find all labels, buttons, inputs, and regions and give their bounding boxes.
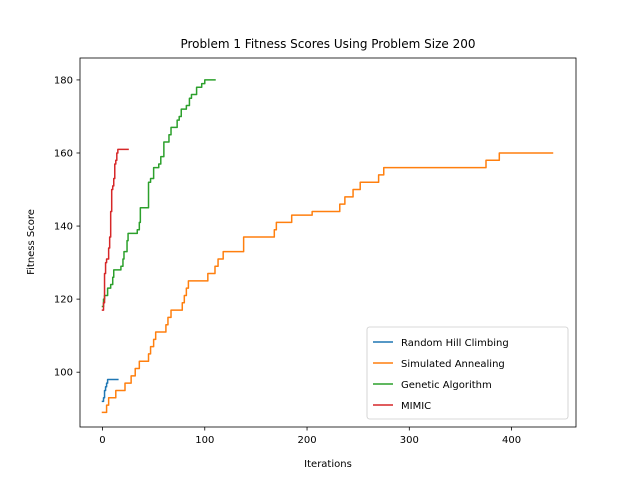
y-tick-label: 180 [54, 75, 73, 86]
legend-entry-label: Genetic Algorithm [401, 380, 492, 391]
y-tick-label: 120 [54, 295, 73, 306]
legend-entry-label: MIMIC [401, 401, 431, 412]
y-tick-label: 160 [54, 148, 73, 159]
x-axis: 0 100 200 300 400 [99, 427, 521, 446]
axes-frame [79, 57, 577, 428]
series-line-4 [101, 148, 129, 311]
x-tick-label: 400 [502, 435, 521, 446]
x-tick-label: 100 [195, 435, 214, 446]
series-line-1 [101, 378, 119, 403]
series-layer [101, 79, 554, 414]
y-tick-label: 140 [54, 222, 73, 233]
x-tick-label: 300 [400, 435, 419, 446]
x-tick-label: 200 [297, 435, 316, 446]
y-tick-label: 100 [54, 368, 73, 379]
legend-box [366, 326, 569, 420]
x-axis-label: Iterations [304, 459, 352, 470]
y-axis-label: Fitness Score [26, 209, 37, 275]
legend-entry-label: Random Hill Climbing [401, 338, 509, 349]
x-tick-label: 0 [99, 435, 105, 446]
legend-entry-label: Simulated Annealing [401, 359, 505, 370]
series-line-3 [101, 79, 216, 308]
y-axis: 100 120 140 160 180 [54, 75, 80, 379]
chart-title: Problem 1 Fitness Scores Using Problem S… [180, 37, 475, 51]
series-line-2 [101, 152, 554, 414]
legend: Random Hill Climbing Simulated Annealing G… [366, 326, 569, 420]
